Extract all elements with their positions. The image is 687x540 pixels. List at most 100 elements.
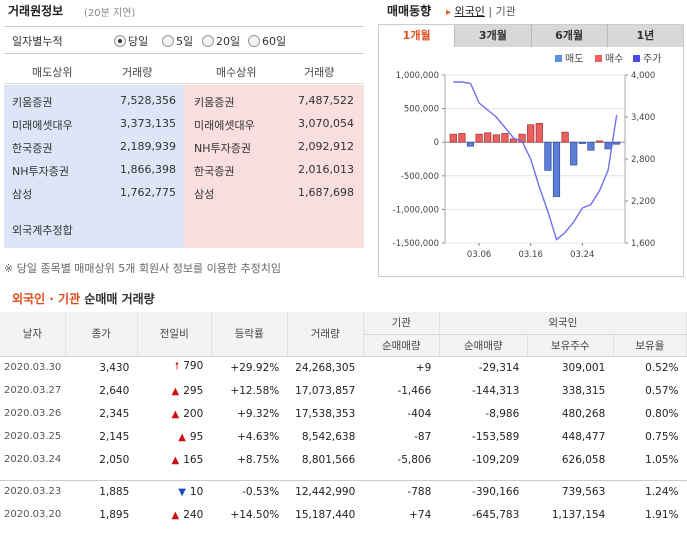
cell-date: 2020.03.24 — [4, 454, 62, 465]
cell-change: ▲ 240 — [137, 503, 211, 526]
up-triangle-icon: ▲ — [171, 408, 180, 420]
radio-label: 60일 — [262, 35, 287, 48]
buy-broker-name: 삼성 — [194, 188, 215, 201]
legend-label: 매수 — [605, 53, 623, 65]
radio-dot[interactable] — [202, 35, 214, 47]
cell-close: 2,145 — [99, 430, 130, 443]
y2-tick-label: 1,600 — [631, 239, 655, 249]
chart-bar — [458, 133, 466, 143]
link-foreign[interactable]: 외국인 — [454, 5, 485, 18]
change-value: 295 — [183, 384, 204, 397]
sell-panel — [4, 85, 184, 248]
cell-date: 2020.03.26 — [4, 408, 62, 419]
trend-chart: 매도 매수 주가 1,000,000 500,000 0 -500,000 -1,000,00… — [393, 53, 662, 260]
chart-bar — [595, 140, 604, 143]
flow-table: 날자 종가 전일비 등락률 거래량 기관 외국인 순매매량 순매매량 보유주수 … — [0, 312, 687, 526]
chart-bar — [570, 141, 578, 166]
buy-broker-volume: 2,016,013 — [298, 163, 354, 176]
cell-foreign-net: -390,166 — [472, 485, 520, 498]
cell-close: 2,345 — [99, 407, 130, 420]
table-row: 2020.03.25 2,145 ▲ 95 +4.63% 8,542,638 -87 -153… — [0, 425, 687, 448]
cell-rate: -0.53% — [242, 485, 280, 498]
buy-broker-volume: 7,487,522 — [298, 94, 354, 107]
tab-3month[interactable]: 3개월 — [454, 25, 531, 47]
legend-label: 매도 — [565, 53, 583, 65]
change-value: 200 — [183, 407, 204, 420]
tab-1year[interactable]: 1년 — [606, 25, 683, 47]
flow-title-rest: 순매매 거래량 — [80, 292, 155, 306]
delay-note: (20분 지연) — [84, 8, 136, 19]
price-line — [453, 81, 618, 241]
cell-ratio: 0.52% — [645, 361, 679, 374]
sell-broker-volume: 1,762,775 — [120, 186, 176, 199]
cell-holdings: 1,137,154 — [551, 508, 606, 521]
cell-inst-net: +9 — [415, 361, 432, 374]
chart-bar — [578, 141, 586, 144]
cell-date: 2020.03.23 — [4, 486, 62, 498]
radio-5day[interactable]: 5일 — [162, 33, 193, 49]
trade-trend-title: 매매동향 — [387, 4, 432, 18]
cell-holdings: 448,477 — [561, 430, 606, 443]
tab-1month[interactable]: 1개월 — [379, 25, 455, 47]
buy-broker-name: 키움증권 — [194, 96, 235, 109]
cell-inst-net: -87 — [414, 430, 432, 443]
cell-ratio: 1.24% — [645, 485, 679, 498]
y-tick-label: 0 — [434, 138, 439, 148]
period-tabs: 1개월 3개월 6개월 1년 — [379, 25, 683, 47]
period-filter: 일자별누적 당일 5일 20일 60일 — [4, 26, 364, 54]
cell-date: 2020.03.30 — [4, 362, 62, 374]
cell-close: 2,050 — [99, 453, 130, 466]
link-institution[interactable]: 기관 — [495, 5, 516, 18]
radio-today[interactable]: 당일 — [114, 33, 148, 49]
th-holdings: 보유주수 — [527, 334, 614, 357]
cell-volume: 15,187,440 — [295, 508, 356, 521]
chart-bar — [535, 123, 543, 143]
cell-holdings: 480,268 — [561, 407, 606, 420]
radio-label: 당일 — [128, 35, 149, 48]
chart-bar — [466, 141, 475, 147]
broker-table-header: 매도상위 거래량 매수상위 거래량 — [4, 58, 364, 84]
chart-bar — [561, 131, 569, 143]
th-change: 전일비 — [137, 312, 212, 357]
cell-volume: 17,538,353 — [295, 407, 356, 420]
cell-change: ▲ 295 — [137, 379, 211, 402]
link-separator: | — [488, 5, 493, 18]
table-row: 2020.03.20 1,895 ▲ 240 +14.50% 15,187,440 +74 -… — [0, 503, 687, 526]
th-institution: 기관 — [363, 312, 440, 335]
radio-dot[interactable] — [114, 35, 126, 47]
x-tick-label: 03.24 — [570, 250, 594, 260]
y-tick-label: 1,000,000 — [396, 71, 439, 81]
buy-broker-name: 미래에셋대우 — [194, 119, 255, 132]
up-triangle-icon: ▲ — [171, 509, 180, 521]
change-value: 165 — [183, 453, 204, 466]
radio-dot[interactable] — [248, 35, 260, 47]
arrow-icon: ▸ — [446, 7, 452, 18]
y-tick-label: -1,500,000 — [393, 239, 439, 249]
y2-tick-label: 4,000 — [631, 71, 655, 81]
col-sell-top: 매도상위 — [32, 66, 73, 79]
chart-bar — [449, 133, 457, 143]
sell-broker-volume: 1,866,398 — [120, 163, 176, 176]
radio-label: 20일 — [216, 35, 241, 48]
radio-60day[interactable]: 60일 — [248, 33, 286, 49]
radio-dot[interactable] — [162, 35, 174, 47]
cell-rate: +9.32% — [237, 407, 280, 420]
cell-holdings: 338,315 — [561, 384, 606, 397]
cell-inst-net: -788 — [407, 485, 432, 498]
plot-area — [444, 74, 626, 244]
radio-20day[interactable]: 20일 — [202, 33, 240, 49]
sell-broker-name: 한국증권 — [12, 142, 53, 155]
chart-bar — [587, 141, 595, 151]
tab-6month[interactable]: 6개월 — [530, 25, 607, 47]
change-value: 10 — [189, 485, 204, 498]
th-close: 종가 — [65, 312, 138, 357]
cell-foreign-net: -645,783 — [472, 508, 520, 521]
x-tick-label: 03.06 — [467, 250, 491, 260]
cell-change: ▲ 95 — [137, 425, 211, 448]
col-buy-top: 매수상위 — [216, 66, 257, 79]
cell-volume: 12,442,990 — [295, 485, 356, 498]
table-row: 2020.03.30 3,430 🠕 790 +29.92% 24,268,305 +9 -2… — [0, 356, 687, 379]
cell-ratio: 1.91% — [645, 508, 679, 521]
chart-bar — [527, 124, 535, 143]
buy-panel — [184, 85, 364, 248]
